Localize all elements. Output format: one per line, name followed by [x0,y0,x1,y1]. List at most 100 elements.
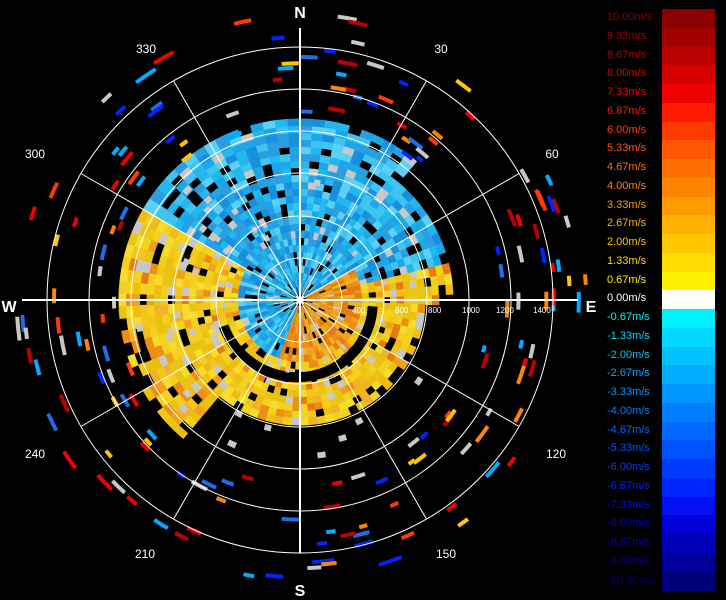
echo-gate [310,323,317,332]
echo-gate [198,267,208,277]
echo-gate [274,350,282,359]
echo-gate [227,159,242,172]
echo-gate [291,304,297,311]
echo-gate [354,289,363,295]
echo-gate [384,157,399,171]
echo-gate [288,303,296,309]
echo-gate [455,78,472,93]
echo-gate [237,288,246,295]
echo-gate [222,187,235,199]
echo-gate [209,323,218,331]
echo-gate [459,442,473,456]
echo-gate [312,304,320,308]
echo-gate [305,209,313,218]
echo-gate [249,122,265,133]
echo-gate [137,362,150,377]
echo-gate [266,291,274,296]
echo-gate [307,259,312,268]
echo-gate [273,325,281,334]
echo-gate [201,175,215,189]
echo-gate [266,289,275,294]
echo-gate [241,320,251,328]
echo-gate [358,389,370,401]
echo-gate [261,257,270,266]
echo-gate [405,326,415,338]
echo-gate [383,327,393,337]
echo-gate [290,417,300,426]
echo-gate [301,326,305,335]
echo-gate [352,313,361,320]
echo-gate [302,305,307,313]
echo-gate [326,528,336,535]
echo-gate [271,368,279,380]
echo-gate [162,222,174,236]
echo-gate [291,174,301,183]
echo-gate [305,302,313,306]
echo-gate [320,197,330,207]
echo-gate [303,304,309,311]
echo-gate [313,246,320,255]
echo-gate [255,347,264,357]
echo-gate [322,365,331,377]
echo-gate [283,287,290,293]
echo-gate [248,358,258,369]
echo-gate [280,160,292,170]
echo-gate [271,315,279,322]
echo-gate [235,347,246,358]
echo-gate [300,167,310,176]
echo-gate [267,184,278,194]
echo-gate [264,234,271,242]
echo-gate [192,164,207,178]
echo-gate [272,316,280,324]
echo-gate [292,326,297,335]
echo-gate [308,317,313,326]
echo-gate [305,297,314,300]
echo-gate [198,323,208,333]
echo-gate [374,285,384,293]
echo-gate [316,343,323,353]
echo-gate [172,205,186,219]
echo-gate [157,333,168,346]
echo-gate [292,288,297,296]
echo-gate [274,118,289,128]
echo-gate [302,287,306,295]
legend-label: 2.00m/s [607,236,647,248]
echo-gate [201,479,217,490]
echo-gate [287,238,293,247]
echo-gate [288,216,295,225]
legend-label: 9.33m/s [607,29,647,42]
echo-gate [306,396,315,405]
echo-gate [366,100,379,108]
echo-gate [321,399,331,410]
echo-gate [231,142,246,154]
echo-gate [316,358,324,367]
legend-swatch [662,121,715,141]
echo-gate [371,359,383,371]
legend-swatch [662,309,715,329]
echo-gate [280,345,287,354]
echo-gate [304,290,311,297]
echo-gate [303,354,309,363]
echo-gate [329,279,338,286]
echo-gate [281,61,299,66]
echo-gate [314,225,322,234]
echo-gate [271,278,279,285]
echo-gate [302,340,307,349]
echo-gate [265,134,279,144]
echo-gate [332,388,343,399]
echo-gate [432,254,443,267]
echo-gate [273,226,282,236]
echo-gate [155,323,166,336]
echo-gate [52,288,57,304]
echo-gate [410,303,419,313]
echo-gate [144,226,157,241]
echo-gate [322,406,333,416]
echo-gate [318,275,326,283]
echo-gate [337,14,358,22]
echo-gate [377,169,391,183]
echo-gate [275,286,283,292]
echo-gate [310,276,317,284]
echo-gate [323,503,341,510]
echo-gate [235,269,245,277]
legend-swatch [662,534,715,554]
